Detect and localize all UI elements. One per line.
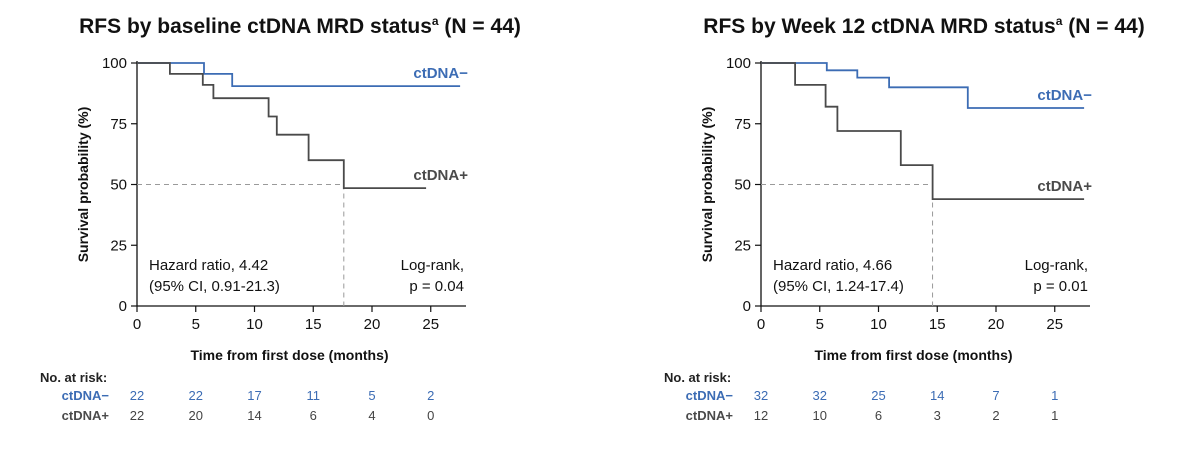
risk-count: 2 <box>427 388 435 403</box>
risk-count: 6 <box>874 408 883 423</box>
logrank-text: Log-rank, <box>1025 257 1088 274</box>
risk-row-label: ctDNA+ <box>685 408 733 423</box>
y-tick-label: 100 <box>102 55 127 72</box>
risk-count: 5 <box>368 388 376 403</box>
km-panel-baseline: RFS by baseline ctDNA MRD statusa (N = 4… <box>0 14 600 448</box>
x-tick-label: 25 <box>1046 316 1063 333</box>
y-tick-label: 50 <box>110 177 127 194</box>
hazard-ratio-text: Hazard ratio, 4.66 <box>773 257 892 274</box>
km-curve-ctdna-negative <box>137 62 461 87</box>
risk-count: 14 <box>930 388 945 403</box>
risk-count: 17 <box>247 388 262 403</box>
risk-table: No. at risk: ctDNA− 22 22 17 11 5 2 ctDNA+ 22 20 1… <box>0 368 600 448</box>
y-tick-label: 25 <box>734 237 751 254</box>
risk-count: 25 <box>871 388 886 403</box>
chart-title: RFS by Week 12 ctDNA MRD statusa (N = 44… <box>703 14 1145 38</box>
risk-count: 6 <box>309 408 317 423</box>
series-label: ctDNA− <box>1037 87 1092 104</box>
y-tick-label: 0 <box>743 298 751 315</box>
p-value-text: p = 0.04 <box>409 278 464 295</box>
risk-count: 20 <box>188 408 203 423</box>
risk-count: 0 <box>427 408 435 423</box>
x-tick-label: 20 <box>364 316 381 333</box>
y-tick-label: 25 <box>110 237 127 254</box>
risk-table-title: No. at risk: <box>40 370 108 385</box>
risk-row-label: ctDNA+ <box>61 408 109 423</box>
y-tick-label: 50 <box>734 177 751 194</box>
x-axis-label: Time from first dose (months) <box>190 347 388 363</box>
risk-row-label: ctDNA− <box>61 388 109 403</box>
x-axis-label: Time from first dose (months) <box>814 347 1012 363</box>
risk-count: 12 <box>753 408 769 423</box>
risk-count: 7 <box>992 388 1000 403</box>
confidence-interval-text: (95% CI, 1.24-17.4) <box>773 278 904 295</box>
y-tick-label: 100 <box>726 55 751 72</box>
y-axis-label: Survival probability (%) <box>75 107 91 263</box>
risk-count: 22 <box>129 388 145 403</box>
risk-count: 2 <box>992 408 1000 423</box>
x-tick-label: 25 <box>422 316 439 333</box>
x-tick-label: 5 <box>816 316 824 333</box>
risk-count: 1 <box>1051 408 1059 423</box>
p-value-text: p = 0.01 <box>1033 278 1088 295</box>
logrank-text: Log-rank, <box>401 257 464 274</box>
x-tick-label: 15 <box>305 316 322 333</box>
risk-count: 11 <box>306 388 321 403</box>
risk-table: No. at risk: ctDNA− 32 32 25 14 7 1 ctDNA+ 12 10 6… <box>624 368 1200 448</box>
x-tick-label: 10 <box>246 316 263 333</box>
x-tick-label: 0 <box>757 316 765 333</box>
y-axis-label: Survival probability (%) <box>699 107 715 263</box>
km-curve-ctdna-positive <box>137 62 427 189</box>
x-tick-label: 15 <box>929 316 946 333</box>
risk-count: 32 <box>753 388 769 403</box>
confidence-interval-text: (95% CI, 0.91-21.3) <box>149 278 280 295</box>
risk-count: 4 <box>368 408 376 423</box>
risk-row: ctDNA− 22 22 17 11 5 2 <box>0 388 600 408</box>
risk-row: ctDNA− 32 32 25 14 7 1 <box>624 388 1200 408</box>
x-tick-label: 0 <box>133 316 141 333</box>
risk-count: 14 <box>247 408 262 423</box>
km-plot: 0 25 50 75 100 0 5 10 15 20 25 Time from first dose… <box>699 55 1092 363</box>
risk-count: 22 <box>129 408 145 423</box>
risk-row-label: ctDNA− <box>685 388 733 403</box>
hazard-ratio-text: Hazard ratio, 4.42 <box>149 257 268 274</box>
risk-count: 22 <box>188 388 203 403</box>
risk-table-title: No. at risk: <box>664 370 732 385</box>
chart-title: RFS by baseline ctDNA MRD statusa (N = 4… <box>79 14 521 38</box>
risk-count: 3 <box>933 408 941 423</box>
risk-row: ctDNA+ 12 10 6 3 2 1 <box>624 408 1200 428</box>
series-label: ctDNA+ <box>1037 178 1092 195</box>
y-tick-label: 75 <box>734 116 751 133</box>
km-panel-week12: RFS by Week 12 ctDNA MRD statusa (N = 44… <box>624 0 1200 458</box>
km-curve-ctdna-positive <box>761 62 1085 200</box>
x-tick-label: 10 <box>870 316 887 333</box>
y-tick-label: 0 <box>119 298 127 315</box>
km-plot: 0 25 50 75 100 0 5 10 15 20 25 Time from first dose… <box>75 55 468 363</box>
km-curve-ctdna-negative <box>761 62 1085 109</box>
y-tick-label: 75 <box>110 116 127 133</box>
series-label: ctDNA− <box>413 65 468 82</box>
series-label: ctDNA+ <box>413 167 468 184</box>
risk-count: 10 <box>812 408 827 423</box>
x-tick-label: 20 <box>988 316 1005 333</box>
risk-row: ctDNA+ 22 20 14 6 4 0 <box>0 408 600 428</box>
x-tick-label: 5 <box>192 316 200 333</box>
risk-count: 1 <box>1051 388 1059 403</box>
risk-count: 32 <box>812 388 827 403</box>
